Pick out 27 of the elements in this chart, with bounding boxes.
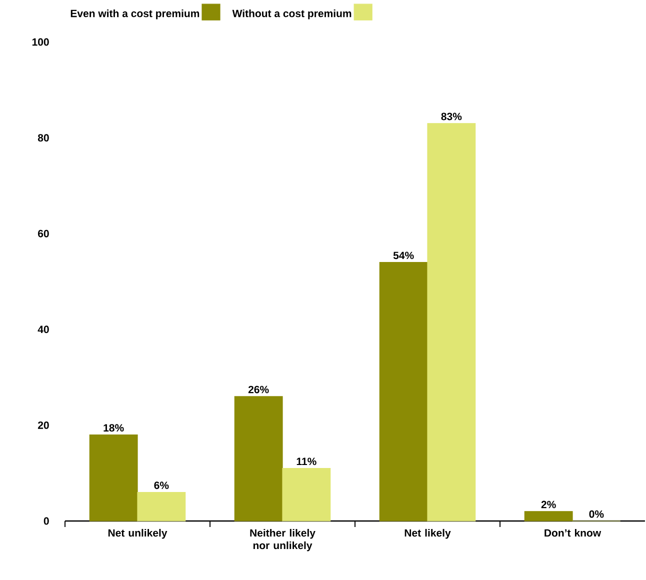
y-tick-label: 60 bbox=[38, 230, 49, 238]
data-label: 83% bbox=[441, 112, 462, 120]
y-tick-label: 80 bbox=[38, 134, 49, 142]
bar bbox=[427, 123, 476, 522]
data-label: 18% bbox=[104, 424, 124, 432]
x-tick-label: Don’t know bbox=[544, 528, 602, 537]
data-label: 6% bbox=[154, 482, 169, 490]
legend-label: Without a cost premium bbox=[232, 9, 352, 20]
x-tick-label: Neither likely nor unlikely bbox=[250, 528, 316, 552]
y-tick-label: 20 bbox=[38, 421, 49, 429]
data-label: 0% bbox=[589, 510, 604, 518]
y-tick-label: 0 bbox=[44, 517, 49, 525]
bar bbox=[379, 262, 428, 522]
bar bbox=[524, 511, 573, 522]
bar bbox=[137, 492, 186, 522]
data-label: 54% bbox=[393, 252, 414, 260]
x-tick-label: Net unlikely bbox=[108, 528, 168, 539]
bar bbox=[234, 396, 283, 522]
legend-label: Even with a cost premium bbox=[70, 9, 200, 20]
data-label: 26% bbox=[248, 386, 269, 394]
bar bbox=[282, 468, 331, 522]
data-label: 11% bbox=[296, 458, 316, 466]
y-tick-label: 100 bbox=[32, 38, 49, 46]
x-tick-label: Net likely bbox=[404, 528, 451, 539]
y-tick-label: 40 bbox=[38, 326, 49, 334]
data-label: 2% bbox=[541, 500, 556, 508]
bar bbox=[89, 434, 138, 522]
